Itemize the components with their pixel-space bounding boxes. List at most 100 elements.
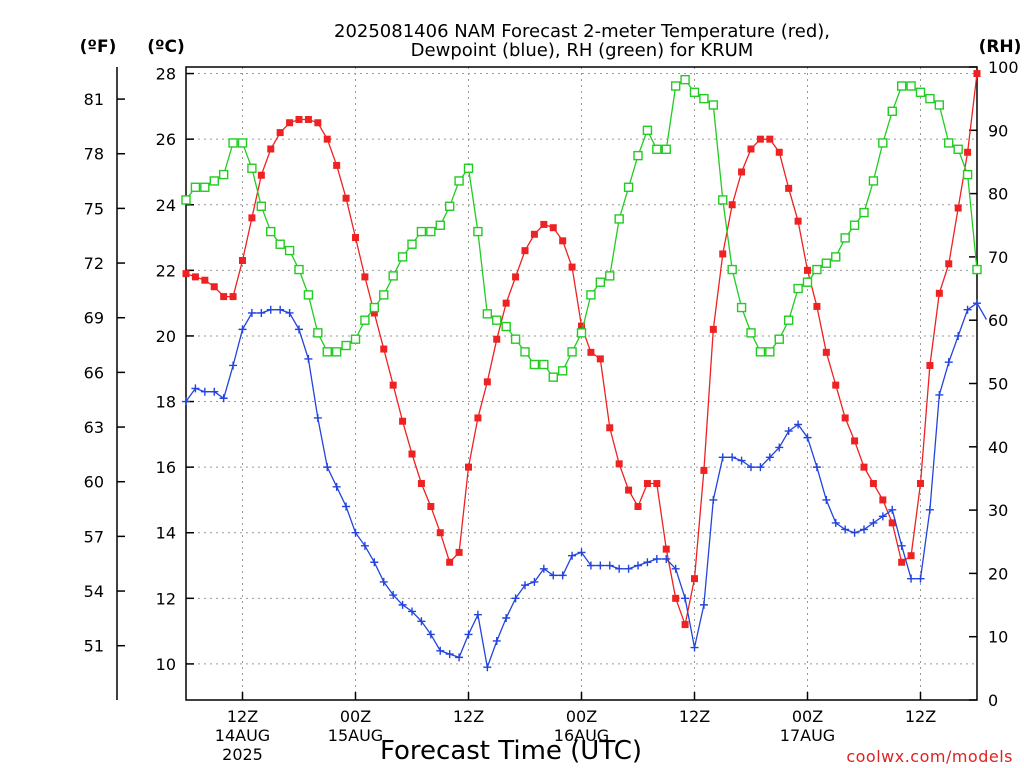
temperature-point [700,466,708,474]
rh-point [510,334,521,344]
dewpoint-point [973,299,981,308]
temperature-point [917,480,924,488]
dewpoint-point [323,463,332,472]
rh-point [360,315,370,325]
rh-point [746,328,756,338]
temperature-point [869,480,877,488]
fahrenheit-tick-label: 51 [84,637,104,656]
temperature-point [549,224,557,232]
fahrenheit-tick-label: 72 [84,254,104,273]
dewpoint-point [624,564,633,573]
fahrenheit-tick-label: 66 [84,363,104,382]
rh-point [350,334,361,344]
temperature-point [935,289,943,297]
celsius-tick-label: 28 [156,65,176,84]
rh-point [209,176,219,186]
rh-point [878,138,888,148]
temperature-point [276,129,284,137]
rh-tick-label: 40 [988,438,1008,457]
dewpoint-point [530,577,539,586]
time-tick-label: 00Z [340,707,371,726]
temperature-point [643,480,651,488]
temperature-point [267,145,275,153]
gridlines [186,67,977,700]
dewpoint-point [455,653,464,662]
dewpoint-point [370,558,379,567]
temperature-point [907,552,915,560]
time-tick-label: 12Z [679,707,710,726]
temperature-point [785,184,793,192]
dewpoint-point [963,305,972,314]
dewpoint-point [860,525,868,534]
time-date-label: 17AUG [780,726,835,745]
dewpoint-point [605,561,614,570]
rh-point [718,195,728,205]
rh-point [774,334,784,344]
rh-point [925,93,935,104]
dewpoint-point [888,505,897,514]
series-dewpoint [182,299,987,672]
temperature-point [502,299,510,307]
dewpoint-point [634,561,642,570]
chart-title: 2025081406 NAM Forecast 2-meter Temperat… [334,21,830,61]
dewpoint-point [681,594,690,603]
rh-tick-label: 20 [988,564,1008,583]
dewpoint-point [342,502,351,511]
rh-tick-label: 100 [988,58,1019,77]
dewpoint-point [351,528,360,537]
dewpoint-point [398,600,407,609]
temperature-point [559,237,567,245]
temperature-point [851,437,859,445]
temperature-point [879,496,887,504]
rh-tick-label: 80 [988,185,1008,204]
dewpoint-point [285,308,294,317]
rh-point [812,264,822,275]
rh-point [849,220,860,230]
chart-title-line1: 2025081406 NAM Forecast 2-meter Temperat… [334,21,830,42]
dewpoint-point [784,427,793,436]
dewpoint-point [652,554,661,563]
celsius-axis: 10 12 14 16 18 20 22 24 26 28 [156,65,194,674]
rh-point [435,220,445,230]
temperature-point [653,480,661,488]
temperature-point [342,194,350,202]
dewpoint-point [332,482,341,491]
dewpoint-point [502,614,511,623]
temperature-point [474,414,482,422]
rh-point [868,176,879,186]
dewpoint-point [483,663,492,672]
series-temperature [182,70,981,629]
celsius-unit-label: (ºC) [147,37,185,57]
temperature-point [333,161,341,169]
rh-tick-label: 30 [988,501,1008,520]
temperature-point [709,325,717,333]
rh-point [473,226,483,237]
fahrenheit-tick-label: 54 [84,582,104,601]
dewpoint-point [615,564,624,573]
rh-point [736,302,747,313]
dewpoint-point [210,387,219,396]
celsius-tick-label: 10 [156,655,176,674]
celsius-tick-label: 18 [156,393,176,412]
dewpoint-point [935,390,944,399]
temperature-point [888,519,896,527]
rh-point [444,201,455,211]
rh-point [181,195,191,205]
temperature-point [822,348,830,356]
rh-point [266,226,276,237]
time-tick-label: 00Z [566,707,597,726]
temperature-point [436,529,444,537]
temperature-point [954,204,962,212]
dewpoint-point [878,512,887,521]
rh-point [520,347,530,357]
rh-point [595,277,606,287]
rh-point [322,347,332,357]
fahrenheit-tick-label: 69 [84,309,104,328]
rh-point [623,182,634,192]
temperature-point [455,548,463,556]
dewpoint-point [709,495,718,504]
rh-point [313,328,323,338]
rh-point [548,372,558,382]
fahrenheit-axis: 51 54 57 60 63 66 69 72 75 78 81 [84,90,125,656]
temperature-point [747,145,755,153]
